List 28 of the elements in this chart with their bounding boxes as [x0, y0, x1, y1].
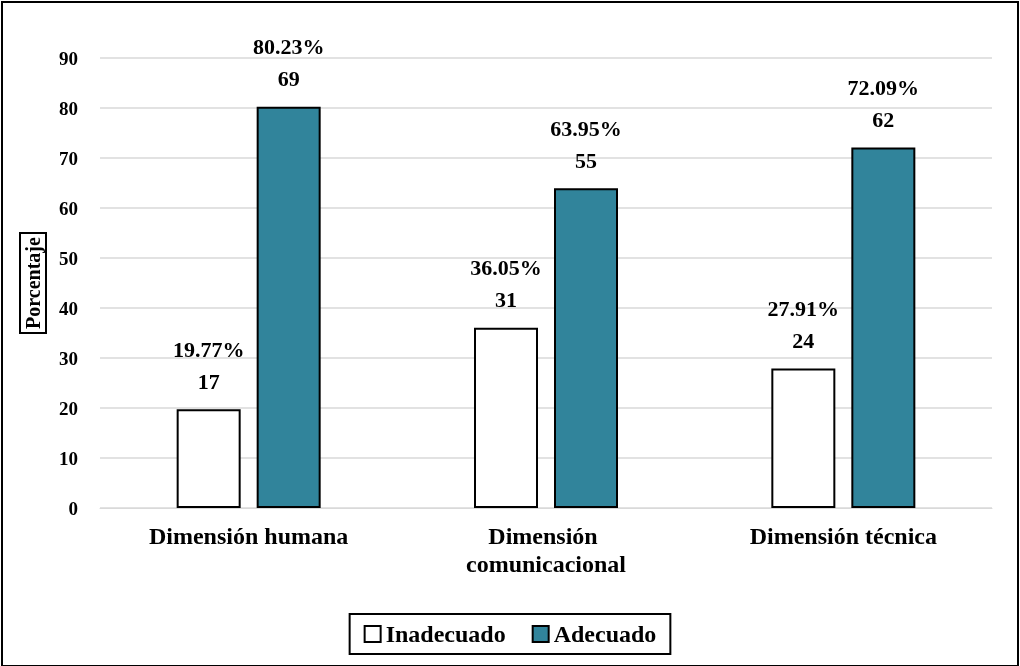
data-label: 72.09% 62 [847, 75, 920, 133]
y-tick-label: 30 [59, 347, 78, 369]
data-label: 19.77% 17 [172, 336, 245, 394]
data-label: 80.23% 69 [252, 34, 325, 92]
data-label: 27.91% 24 [767, 295, 840, 353]
bar [256, 106, 321, 508]
y-tick-label: 10 [59, 447, 78, 469]
x-tick-label: Dimensión comunicacional [466, 523, 627, 577]
data-label: 63.95% 55 [550, 115, 622, 173]
bar [771, 368, 836, 508]
data-label: 36.05% 31 [470, 255, 542, 313]
x-tick-label: Dimensión humana [148, 523, 349, 549]
y-tick-label: 60 [59, 197, 78, 219]
y-tick-label: 20 [59, 397, 78, 419]
bar [554, 188, 618, 508]
bar [851, 147, 916, 508]
y-axis-title: Porcentaje [22, 236, 45, 329]
y-tick-label: 80 [59, 97, 78, 119]
y-tick-label: 90 [59, 47, 78, 69]
x-tick-label: Dimensión técnica [749, 523, 937, 549]
y-tick-label: 0 [68, 497, 78, 519]
y-tick-label: 70 [59, 147, 78, 169]
legend-label: Adecuado [553, 621, 657, 647]
y-tick-label: 50 [59, 247, 78, 269]
y-tick-label: 40 [59, 297, 78, 319]
legend-label: Inadecuado [385, 621, 506, 647]
bar [474, 327, 538, 508]
bar [176, 409, 241, 508]
